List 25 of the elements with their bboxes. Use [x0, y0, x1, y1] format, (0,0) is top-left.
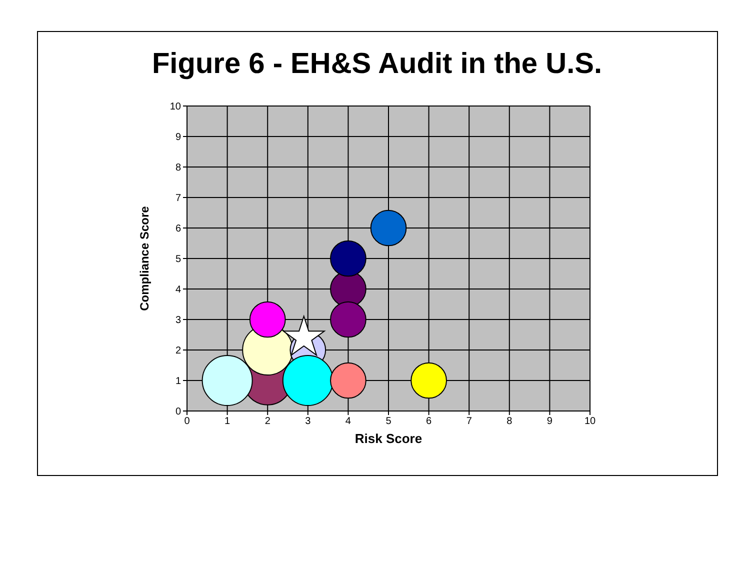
y-axis-title: Compliance Score	[137, 206, 152, 311]
y-tick-label: 5	[175, 254, 182, 266]
x-tick-label: 4	[345, 416, 352, 428]
y-tick-label: 1	[175, 376, 182, 388]
x-tick-label: 6	[426, 416, 432, 428]
y-tick-label: 9	[175, 132, 182, 144]
y-tick-label: 2	[175, 346, 182, 357]
x-tick-label: 0	[184, 416, 190, 428]
x-tick-label: 3	[305, 416, 312, 428]
x-tick-label: 9	[546, 416, 553, 428]
x-tick-label: 10	[584, 416, 596, 428]
x-tick-label: 8	[506, 416, 513, 428]
x-axis-title: Risk Score	[354, 431, 422, 446]
x-tick-label: 7	[466, 416, 472, 428]
y-tick-label: 4	[175, 284, 182, 296]
y-tick-label: 3	[175, 315, 182, 326]
y-tick-label: 0	[175, 406, 182, 418]
y-tick-label: 7	[175, 193, 182, 204]
x-tick-label: 2	[264, 416, 271, 428]
x-tick-label: 5	[386, 416, 392, 428]
x-tick-label: 1	[224, 416, 231, 428]
chart-title: Figure 6 - EH&S Audit in the U.S.	[150, 48, 604, 81]
y-tick-label: 10	[170, 102, 182, 113]
y-tick-label: 8	[175, 162, 182, 174]
y-tick-label: 6	[175, 224, 182, 235]
